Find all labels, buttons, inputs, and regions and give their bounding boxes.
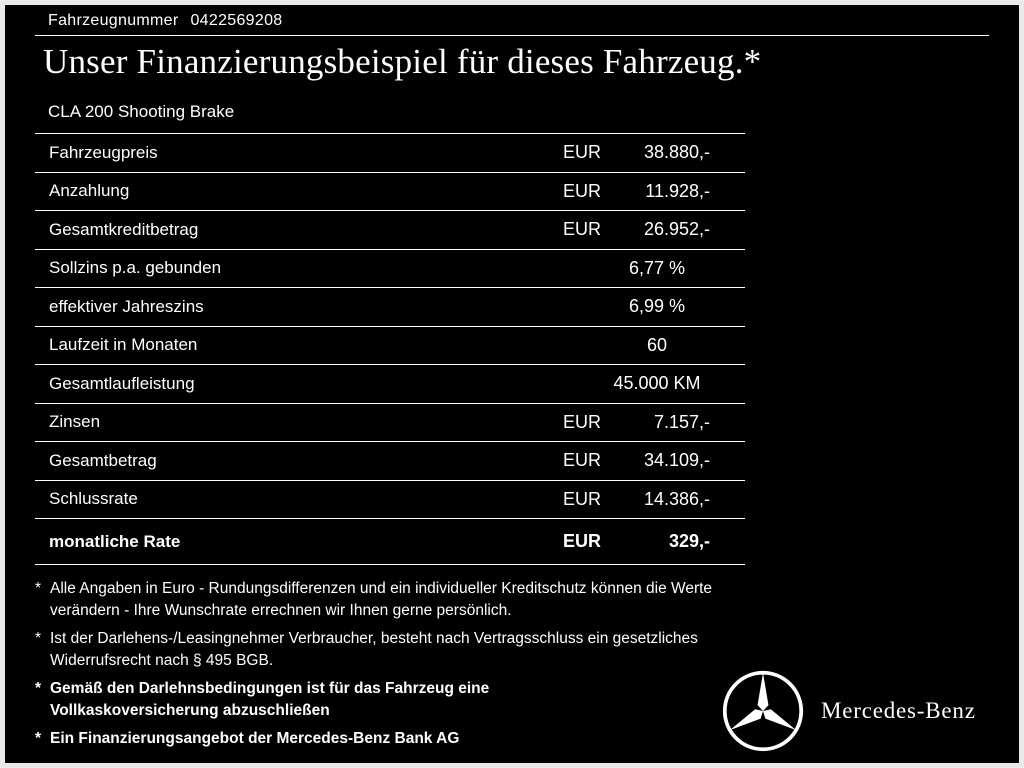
table-row: Anzahlung EUR 11.928,- bbox=[35, 171, 745, 211]
row-currency: EUR bbox=[563, 180, 602, 201]
row-currency: EUR bbox=[563, 450, 602, 471]
footnote-marker: * bbox=[35, 730, 42, 747]
vehicle-number-row: Fahrzeugnummer 0422569208 bbox=[48, 12, 282, 30]
row-label: Zinsen bbox=[49, 412, 101, 432]
row-value: 45.000 KM bbox=[613, 373, 701, 394]
row-value: 11.928,- bbox=[645, 180, 710, 201]
row-value: 6,77 % bbox=[628, 257, 686, 278]
table-row: Schlussrate EUR 14.386,- bbox=[35, 479, 745, 519]
brand-area: Mercedes-Benz bbox=[721, 669, 976, 753]
footnote-marker: * bbox=[35, 580, 42, 597]
financing-table: Fahrzeugpreis EUR 38.880,- Anzahlung EUR… bbox=[35, 133, 745, 565]
row-label: Laufzeit in Monaten bbox=[49, 335, 198, 355]
row-value-group: EUR 7.157,- bbox=[563, 404, 745, 442]
vehicle-number-value: 0422569208 bbox=[190, 12, 283, 29]
row-value-group: EUR 11.928,- bbox=[563, 173, 745, 211]
footnote-text: Gemäß den Darlehnsbedingungen ist für da… bbox=[50, 680, 490, 719]
row-value: 26.952,- bbox=[643, 219, 710, 240]
table-row: Sollzins p.a. gebunden 6,77 % bbox=[35, 248, 745, 288]
row-label: effektiver Jahreszins bbox=[49, 296, 204, 316]
row-value: 14.386,- bbox=[643, 488, 710, 509]
brand-name: Mercedes-Benz bbox=[821, 698, 976, 723]
row-currency: EUR bbox=[563, 531, 602, 551]
row-label: Fahrzeugpreis bbox=[49, 142, 158, 162]
row-value-group: 6,77 % bbox=[563, 250, 745, 288]
table-row: Zinsen EUR 7.157,- bbox=[35, 402, 745, 442]
row-label: Gesamtlaufleistung bbox=[49, 373, 195, 393]
vehicle-number-label: Fahrzeugnummer bbox=[48, 12, 179, 29]
row-value-group: 60 bbox=[563, 327, 745, 365]
footnote: * Alle Angaben in Euro - Rundungsdiffere… bbox=[35, 578, 755, 621]
row-currency: EUR bbox=[563, 488, 602, 509]
table-row: Gesamtkreditbetrag EUR 26.952,- bbox=[35, 210, 745, 249]
table-row-monthly-rate: monatliche Rate EUR 329,- bbox=[35, 518, 745, 564]
row-label: monatliche Rate bbox=[49, 531, 181, 551]
row-value: 329,- bbox=[668, 531, 710, 551]
row-value-group: EUR 14.386,- bbox=[563, 481, 745, 519]
row-value: 38.880,- bbox=[643, 142, 710, 163]
table-row: Gesamtbetrag EUR 34.109,- bbox=[35, 441, 745, 480]
footnote-text: Alle Angaben in Euro - Rundungsdifferenz… bbox=[50, 580, 713, 619]
footnotes: * Alle Angaben in Euro - Rundungsdiffere… bbox=[35, 578, 755, 757]
header-divider bbox=[35, 35, 989, 36]
footnote-text: Ist der Darlehens-/Leasingnehmer Verbrau… bbox=[50, 630, 698, 669]
row-value-group: EUR 34.109,- bbox=[563, 442, 745, 480]
row-currency: EUR bbox=[563, 142, 602, 163]
row-value-group: 45.000 KM bbox=[563, 365, 745, 403]
row-value: 7.157,- bbox=[653, 411, 710, 432]
row-label: Gesamtkreditbetrag bbox=[49, 219, 199, 239]
footnote: * Ist der Darlehens-/Leasingnehmer Verbr… bbox=[35, 628, 755, 671]
row-label: Schlussrate bbox=[49, 489, 138, 509]
row-label: Anzahlung bbox=[49, 181, 130, 201]
mercedes-star-icon bbox=[722, 670, 804, 752]
row-value-group: 6,99 % bbox=[563, 288, 745, 326]
row-value-group: EUR 26.952,- bbox=[563, 211, 745, 249]
row-currency: EUR bbox=[563, 411, 602, 432]
financing-offer-page: Fahrzeugnummer 0422569208 Unser Finanzier… bbox=[5, 5, 1019, 763]
row-value: 34.109,- bbox=[643, 450, 710, 471]
row-value: 6,99 % bbox=[628, 296, 686, 317]
row-value-group: EUR 329,- bbox=[563, 519, 745, 564]
table-row: Fahrzeugpreis EUR 38.880,- bbox=[35, 133, 745, 172]
footnote: * Ein Finanzierungsangebot der Mercedes-… bbox=[35, 728, 755, 750]
table-row: effektiver Jahreszins 6,99 % bbox=[35, 287, 745, 326]
row-currency: EUR bbox=[563, 219, 602, 240]
vehicle-model: CLA 200 Shooting Brake bbox=[48, 102, 235, 121]
row-value-group: EUR 38.880,- bbox=[563, 134, 745, 172]
row-label: Gesamtbetrag bbox=[49, 450, 157, 470]
page-title: Unser Finanzierungsbeispiel für dieses F… bbox=[43, 42, 762, 81]
footnote-marker: * bbox=[35, 680, 42, 697]
table-row: Gesamtlaufleistung 45.000 KM bbox=[35, 364, 745, 403]
footnote-text: Ein Finanzierungsangebot der Mercedes-Be… bbox=[50, 730, 460, 747]
row-value: 60 bbox=[646, 334, 668, 355]
footnote-marker: * bbox=[35, 630, 42, 647]
table-row: Laufzeit in Monaten 60 bbox=[35, 325, 745, 365]
footnote: * Gemäß den Darlehnsbedingungen ist für … bbox=[35, 678, 755, 721]
row-label: Sollzins p.a. gebunden bbox=[49, 258, 222, 278]
